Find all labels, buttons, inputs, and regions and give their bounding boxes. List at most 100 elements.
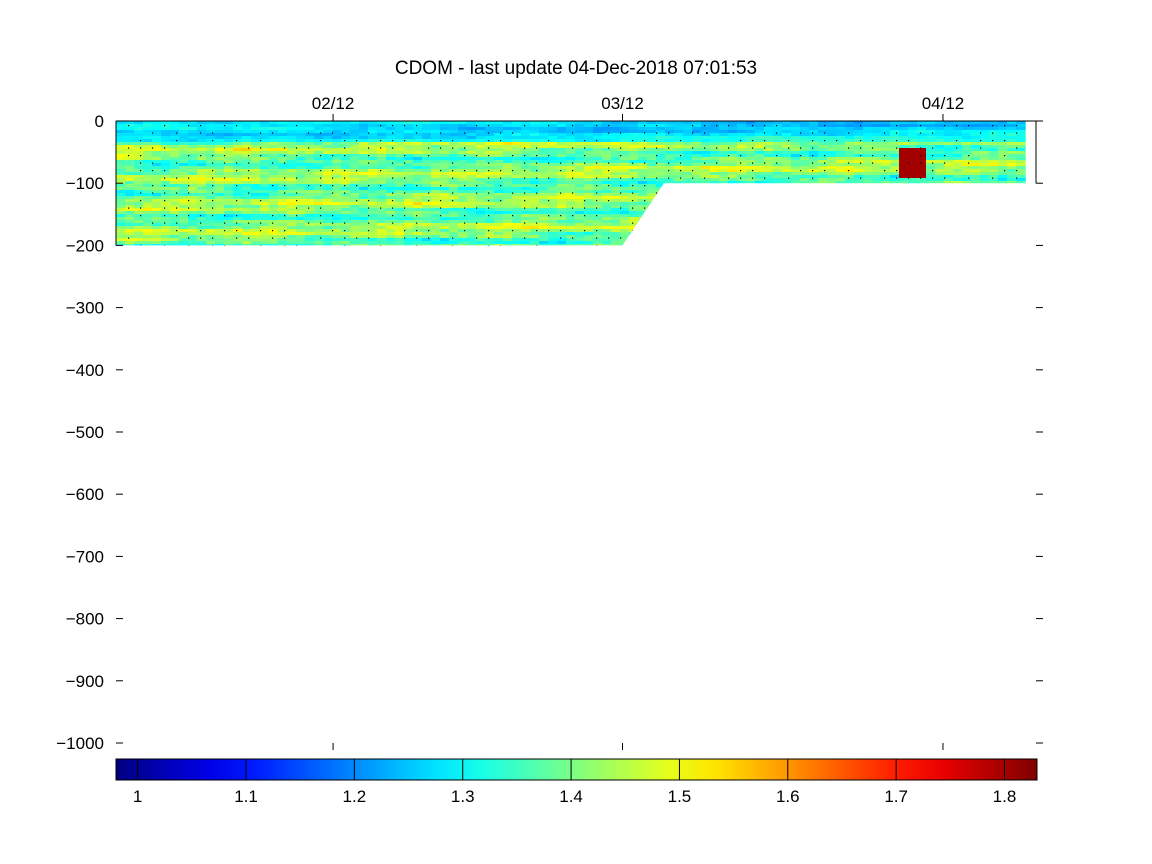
- heatmap-cell: [206, 148, 216, 152]
- sample-mark: [656, 155, 658, 157]
- sample-mark: [680, 162, 682, 164]
- heatmap-cell: [773, 136, 783, 140]
- heatmap-cell: [521, 124, 531, 128]
- sample-mark: [296, 147, 298, 149]
- heatmap-cell: [746, 175, 756, 179]
- heatmap-cell: [593, 217, 603, 221]
- heatmap-cell: [386, 172, 396, 176]
- heatmap-cell: [629, 187, 639, 191]
- heatmap-cell: [404, 163, 414, 167]
- heatmap-cell: [296, 127, 306, 131]
- heatmap-cell: [710, 121, 720, 125]
- heatmap-cell: [755, 163, 765, 167]
- heatmap-cell: [314, 214, 324, 218]
- heatmap-cell: [170, 220, 180, 224]
- heatmap-cell: [404, 199, 414, 203]
- heatmap-cell: [494, 211, 504, 215]
- heatmap-cell: [224, 214, 234, 218]
- heatmap-cell: [269, 154, 279, 158]
- heatmap-cell: [512, 127, 522, 131]
- sample-mark: [740, 170, 742, 172]
- heatmap-cell: [944, 121, 954, 125]
- heatmap-cell: [377, 130, 387, 134]
- heatmap-cell: [449, 175, 459, 179]
- heatmap-cell: [359, 196, 369, 200]
- heatmap-cell: [350, 238, 360, 242]
- heatmap-cell: [539, 148, 549, 152]
- heatmap-cell: [476, 220, 486, 224]
- heatmap-cell: [557, 223, 567, 227]
- heatmap-cell: [287, 127, 297, 131]
- heatmap-cell: [116, 208, 126, 212]
- heatmap-cell: [332, 238, 342, 242]
- heatmap-cell: [629, 181, 639, 185]
- heatmap-cell: [449, 145, 459, 149]
- heatmap-cell: [323, 121, 333, 125]
- heatmap-cell: [629, 202, 639, 206]
- heatmap-cell: [449, 157, 459, 161]
- heatmap-cell: [674, 139, 684, 143]
- heatmap-cell: [539, 121, 549, 125]
- heatmap-cell: [197, 211, 207, 215]
- heatmap-cell: [584, 166, 594, 170]
- sample-mark: [332, 222, 334, 224]
- heatmap-cell: [251, 169, 261, 173]
- sample-mark: [800, 155, 802, 157]
- heatmap-cell: [197, 223, 207, 227]
- heatmap-cell: [206, 235, 216, 239]
- heatmap-cell: [566, 238, 576, 242]
- heatmap-cell: [602, 220, 612, 224]
- heatmap-cell: [611, 169, 621, 173]
- heatmap-cell: [206, 154, 216, 158]
- heatmap-cell: [386, 130, 396, 134]
- heatmap-cell: [845, 133, 855, 137]
- heatmap-cell: [233, 241, 243, 245]
- x-tick-label: 04/12: [922, 94, 965, 113]
- heatmap-cell: [530, 199, 540, 203]
- heatmap-cell: [287, 238, 297, 242]
- heatmap-cell: [746, 121, 756, 125]
- heatmap-cell: [989, 130, 999, 134]
- sample-mark: [776, 162, 778, 164]
- sample-mark: [608, 200, 610, 202]
- heatmap-cell: [197, 181, 207, 185]
- heatmap-cell: [539, 223, 549, 227]
- heatmap-cell: [548, 178, 558, 182]
- heatmap-cell: [161, 205, 171, 209]
- heatmap-cell: [485, 235, 495, 239]
- heatmap-cell: [584, 235, 594, 239]
- heatmap-cell: [620, 151, 630, 155]
- heatmap-cell: [971, 121, 981, 125]
- heatmap-cell: [899, 169, 909, 173]
- heatmap-cell: [881, 175, 891, 179]
- heatmap-cell: [962, 124, 972, 128]
- heatmap-cell: [494, 238, 504, 242]
- heatmap-cell: [521, 142, 531, 146]
- heatmap-cell: [629, 142, 639, 146]
- heatmap-cell: [773, 157, 783, 161]
- heatmap-cell: [485, 238, 495, 242]
- heatmap-cell: [575, 178, 585, 182]
- heatmap-cell: [278, 208, 288, 212]
- heatmap-cell: [575, 214, 585, 218]
- heatmap-cell: [1025, 157, 1026, 161]
- heatmap-cell: [665, 127, 675, 131]
- heatmap-cell: [242, 220, 252, 224]
- heatmap-cell: [512, 136, 522, 140]
- heatmap-cell: [287, 121, 297, 125]
- sample-mark: [296, 200, 298, 202]
- sample-mark: [380, 170, 382, 172]
- heatmap-cell: [575, 223, 585, 227]
- heatmap-cell: [764, 133, 774, 137]
- heatmap-cell: [692, 136, 702, 140]
- heatmap-cell: [152, 154, 162, 158]
- heatmap-cell: [314, 193, 324, 197]
- heatmap-cell: [746, 139, 756, 143]
- sample-mark: [956, 140, 958, 142]
- heatmap-cell: [638, 184, 648, 188]
- sample-mark: [752, 177, 754, 179]
- sample-mark: [992, 125, 994, 127]
- heatmap-cell: [656, 136, 666, 140]
- heatmap-cell: [917, 175, 927, 179]
- heatmap-cell: [584, 244, 594, 246]
